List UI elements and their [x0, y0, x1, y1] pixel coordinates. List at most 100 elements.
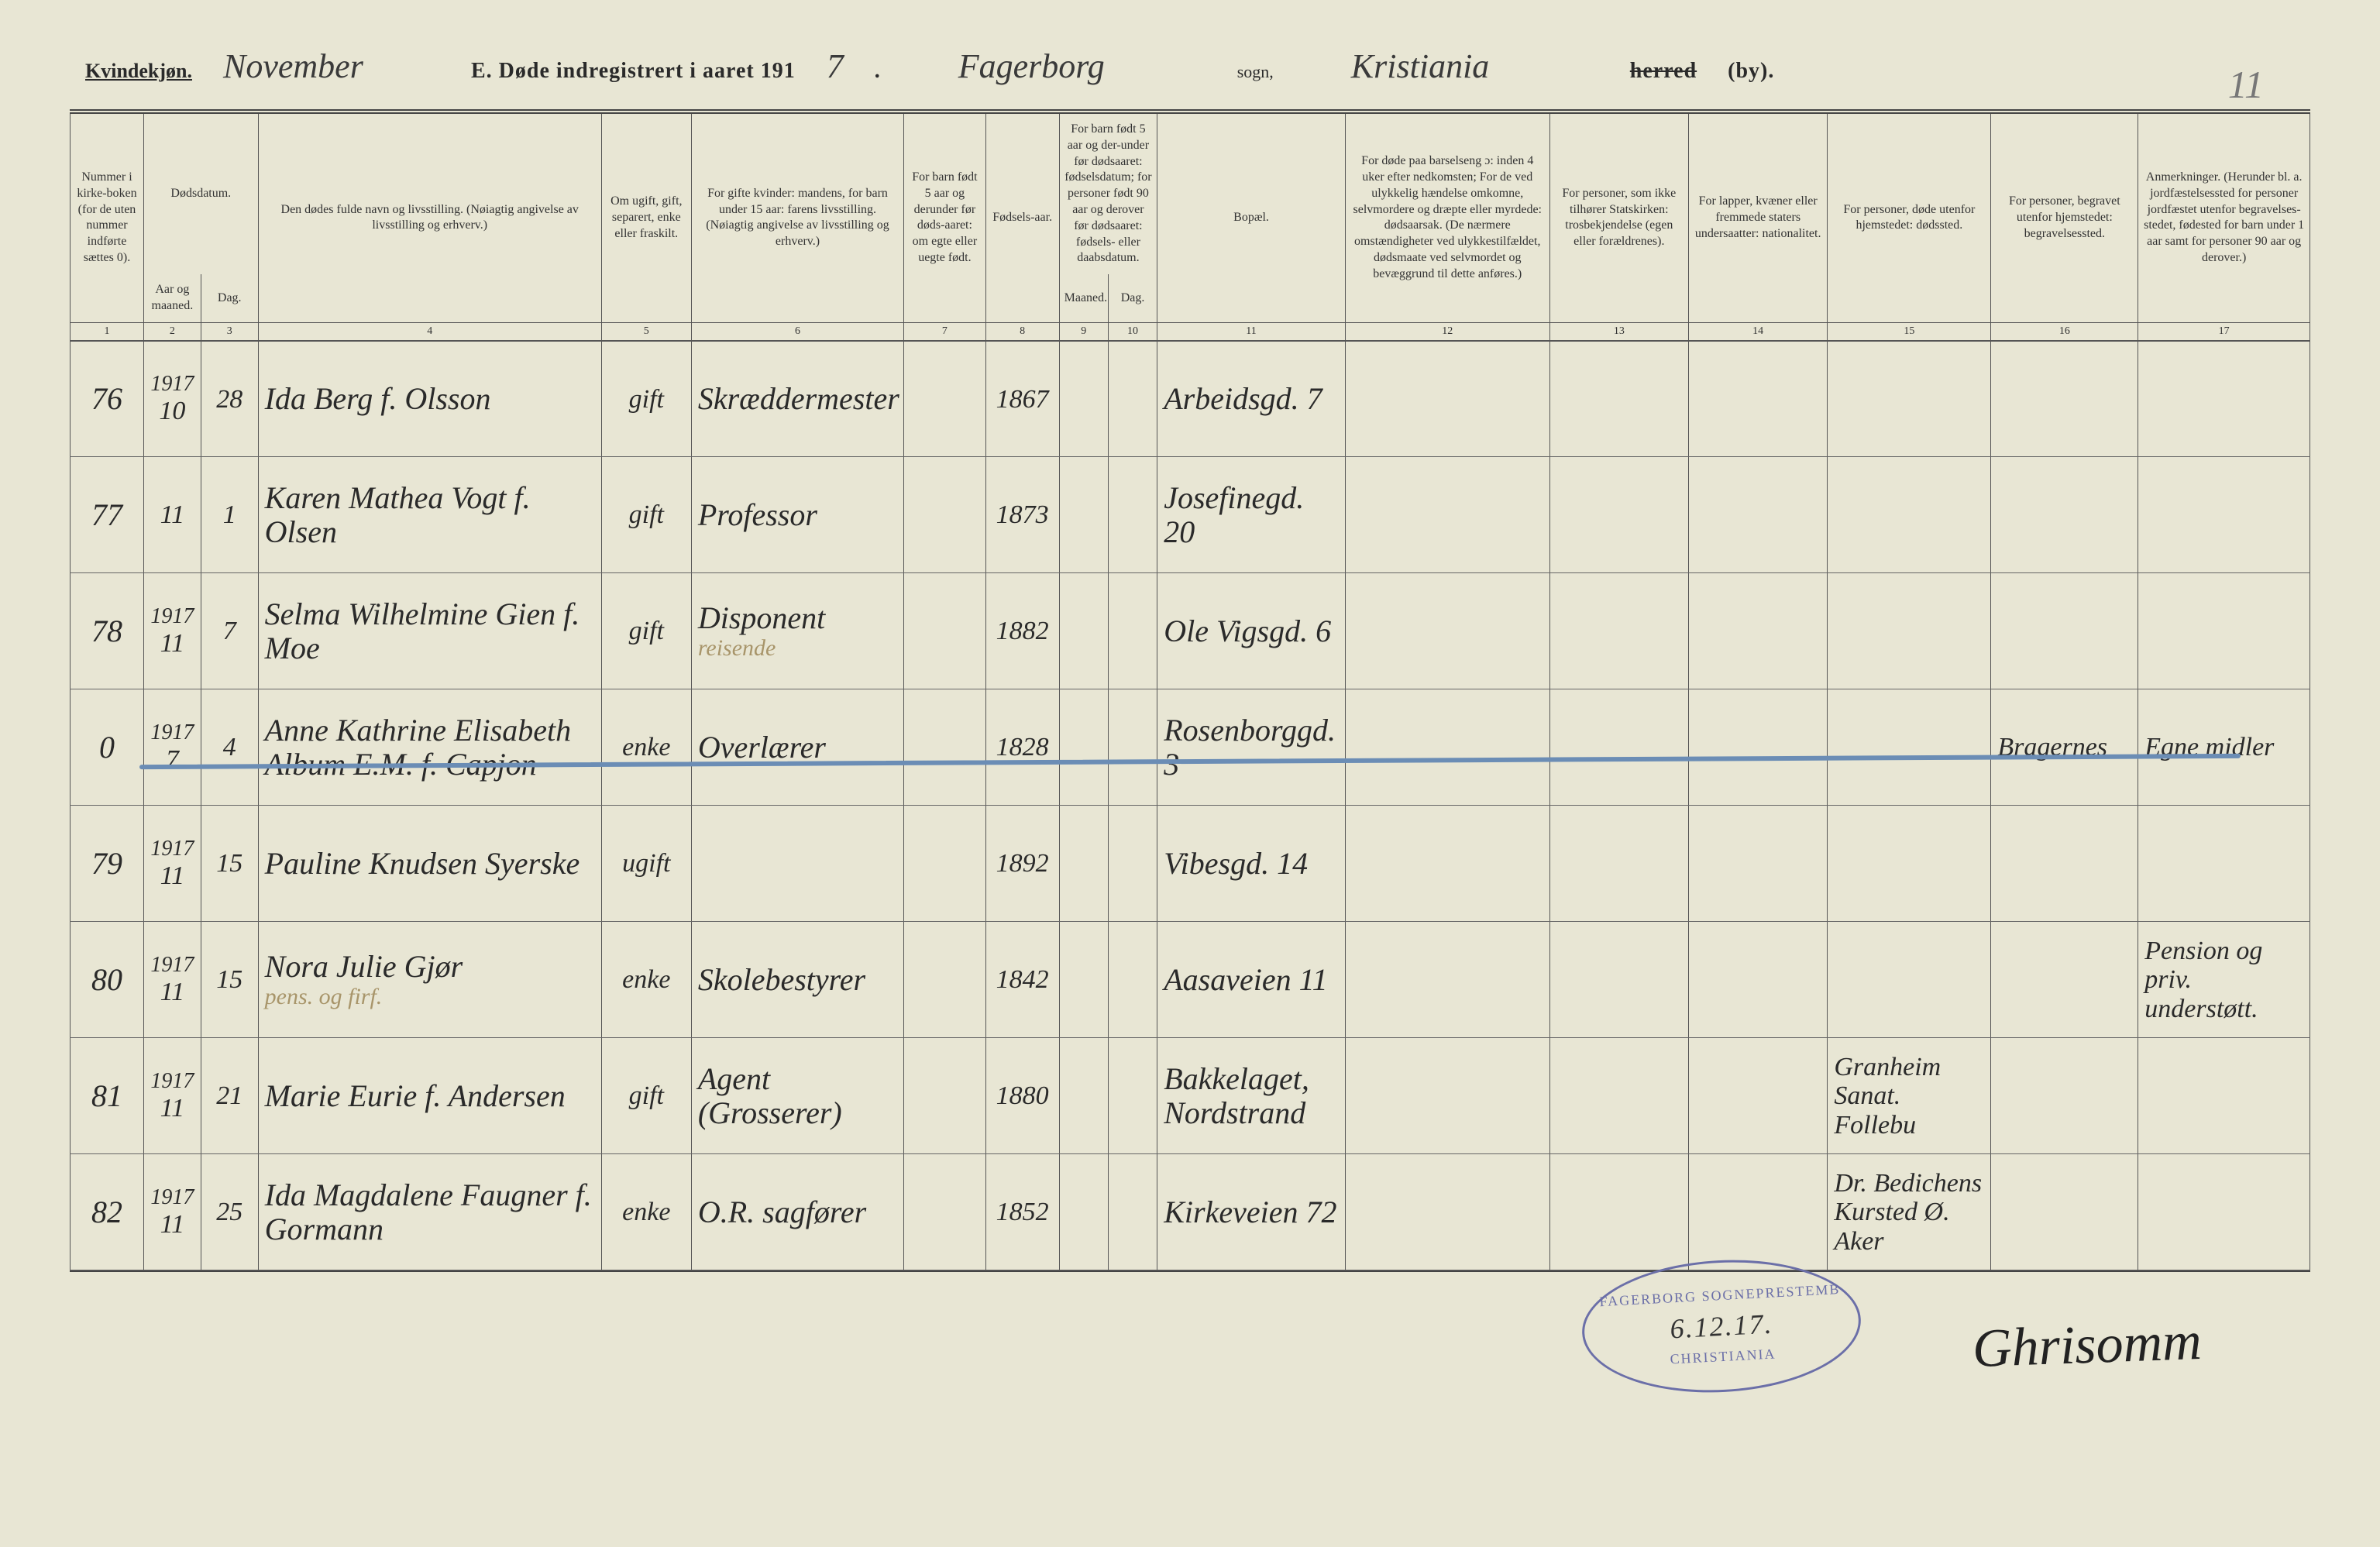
birth-month [1059, 341, 1108, 457]
marital-status: gift [601, 457, 691, 573]
year-month: 191711 [143, 1038, 201, 1154]
nationality [1689, 922, 1828, 1038]
colnum: 7 [904, 322, 986, 341]
marital-status: gift [601, 573, 691, 689]
spouse-occupation: Agent (Grosserer) [691, 1038, 903, 1154]
parish-stamp: FAGERBORG SOGNEPRESTEMB 6.12.17. CHRISTI… [1579, 1253, 1864, 1400]
name: Nora Julie Gjørpens. og firf. [258, 922, 601, 1038]
birth-day [1108, 1038, 1157, 1154]
year-month: 191711 [143, 922, 201, 1038]
nationality [1689, 457, 1828, 573]
birth-year: 1842 [985, 922, 1059, 1038]
death-place [1828, 573, 1991, 689]
name: Ida Berg f. Olsson [258, 341, 601, 457]
nationality [1689, 341, 1828, 457]
table-row: 7919171115Pauline Knudsen Syerskeugift18… [71, 806, 2310, 922]
death-place [1828, 922, 1991, 1038]
year-month: 191710 [143, 341, 201, 457]
birth-month [1059, 806, 1108, 922]
month-handwritten: November [223, 46, 440, 86]
colnum: 5 [601, 322, 691, 341]
entry-number: 82 [71, 1154, 144, 1270]
birth-day [1108, 573, 1157, 689]
year-month: 191711 [143, 1154, 201, 1270]
cause [1345, 457, 1549, 573]
colnum: 2 [143, 322, 201, 341]
col-header: For personer, begravet utenfor hjemstede… [1991, 114, 2138, 322]
entry-number: 77 [71, 457, 144, 573]
col-header: Anmerkninger. (Herunder bl. a. jordfæste… [2138, 114, 2310, 322]
col-header: For personer, som ikke tilhører Statskir… [1549, 114, 1688, 322]
entry-number: 0 [71, 689, 144, 806]
entry-number: 81 [71, 1038, 144, 1154]
residence: Vibesgd. 14 [1157, 806, 1346, 922]
table-row: 7619171028Ida Berg f. OlssongiftSkrædder… [71, 341, 2310, 457]
spouse-occupation: Professor [691, 457, 903, 573]
nationality [1689, 1154, 1828, 1270]
col-header: For barn født 5 aar og derunder før døds… [904, 114, 986, 322]
gender-label: Kvindekjøn. [85, 60, 192, 83]
confession [1549, 573, 1688, 689]
burial-place [1991, 922, 2138, 1038]
remarks [2138, 1154, 2310, 1270]
remarks [2138, 573, 2310, 689]
colnum: 13 [1549, 322, 1688, 341]
birth-month [1059, 689, 1108, 806]
col-header: For gifte kvinder: mandens, for barn und… [691, 114, 903, 322]
legitimacy [904, 1038, 986, 1154]
col-header: Fødsels-aar. [985, 114, 1059, 322]
colnum: 1 [71, 322, 144, 341]
birth-day [1108, 922, 1157, 1038]
spouse-occupation: Overlærer [691, 689, 903, 806]
column-number-row: 1 2 3 4 5 6 7 8 9 10 11 12 13 14 15 16 1 [71, 322, 2310, 341]
residence: Josefinegd. 20 [1157, 457, 1346, 573]
legitimacy [904, 573, 986, 689]
day: 4 [201, 689, 258, 806]
year-month: 19177 [143, 689, 201, 806]
colnum: 8 [985, 322, 1059, 341]
col-header: Om ugift, gift, separert, enke eller fra… [601, 114, 691, 322]
cause [1345, 922, 1549, 1038]
colnum: 11 [1157, 322, 1346, 341]
col-subheader: Dag. [1108, 274, 1157, 322]
birth-month [1059, 573, 1108, 689]
sogn-label: sogn, [1237, 62, 1274, 82]
cause [1345, 573, 1549, 689]
spouse-occupation: O.R. sagfører [691, 1154, 903, 1270]
marital-status: enke [601, 922, 691, 1038]
birth-day [1108, 457, 1157, 573]
spouse-occupation: Disponentreisende [691, 573, 903, 689]
death-place: Granheim Sanat. Follebu [1828, 1038, 1991, 1154]
table-head: Nummer i kirke-boken (for de uten nummer… [71, 114, 2310, 341]
day: 7 [201, 573, 258, 689]
colnum: 14 [1689, 322, 1828, 341]
name: Pauline Knudsen Syerske [258, 806, 601, 922]
birth-day [1108, 1154, 1157, 1270]
remarks [2138, 457, 2310, 573]
residence: Arbeidsgd. 7 [1157, 341, 1346, 457]
col-subheader: Maaned. [1059, 274, 1108, 322]
burial-place [1991, 806, 2138, 922]
page-number: 11 [2228, 62, 2264, 107]
confession [1549, 806, 1688, 922]
burial-place [1991, 457, 2138, 573]
col-header: Bopæl. [1157, 114, 1346, 322]
stamp-date: 6.12.17. [1669, 1308, 1773, 1346]
day: 21 [201, 1038, 258, 1154]
table-row: 8019171115Nora Julie Gjørpens. og firf.e… [71, 922, 2310, 1038]
nationality [1689, 1038, 1828, 1154]
ledger-table: Nummer i kirke-boken (for de uten nummer… [70, 114, 2310, 1270]
remarks [2138, 806, 2310, 922]
legitimacy [904, 806, 986, 922]
year-month: 11 [143, 457, 201, 573]
confession [1549, 457, 1688, 573]
district-handwritten: Kristiania [1351, 46, 1599, 86]
parish-handwritten: Fagerborg [958, 46, 1206, 86]
day: 1 [201, 457, 258, 573]
birth-day [1108, 341, 1157, 457]
marital-status: gift [601, 1038, 691, 1154]
legitimacy [904, 457, 986, 573]
birth-year: 1852 [985, 1154, 1059, 1270]
confession [1549, 922, 1688, 1038]
name: Karen Mathea Vogt f. Olsen [258, 457, 601, 573]
